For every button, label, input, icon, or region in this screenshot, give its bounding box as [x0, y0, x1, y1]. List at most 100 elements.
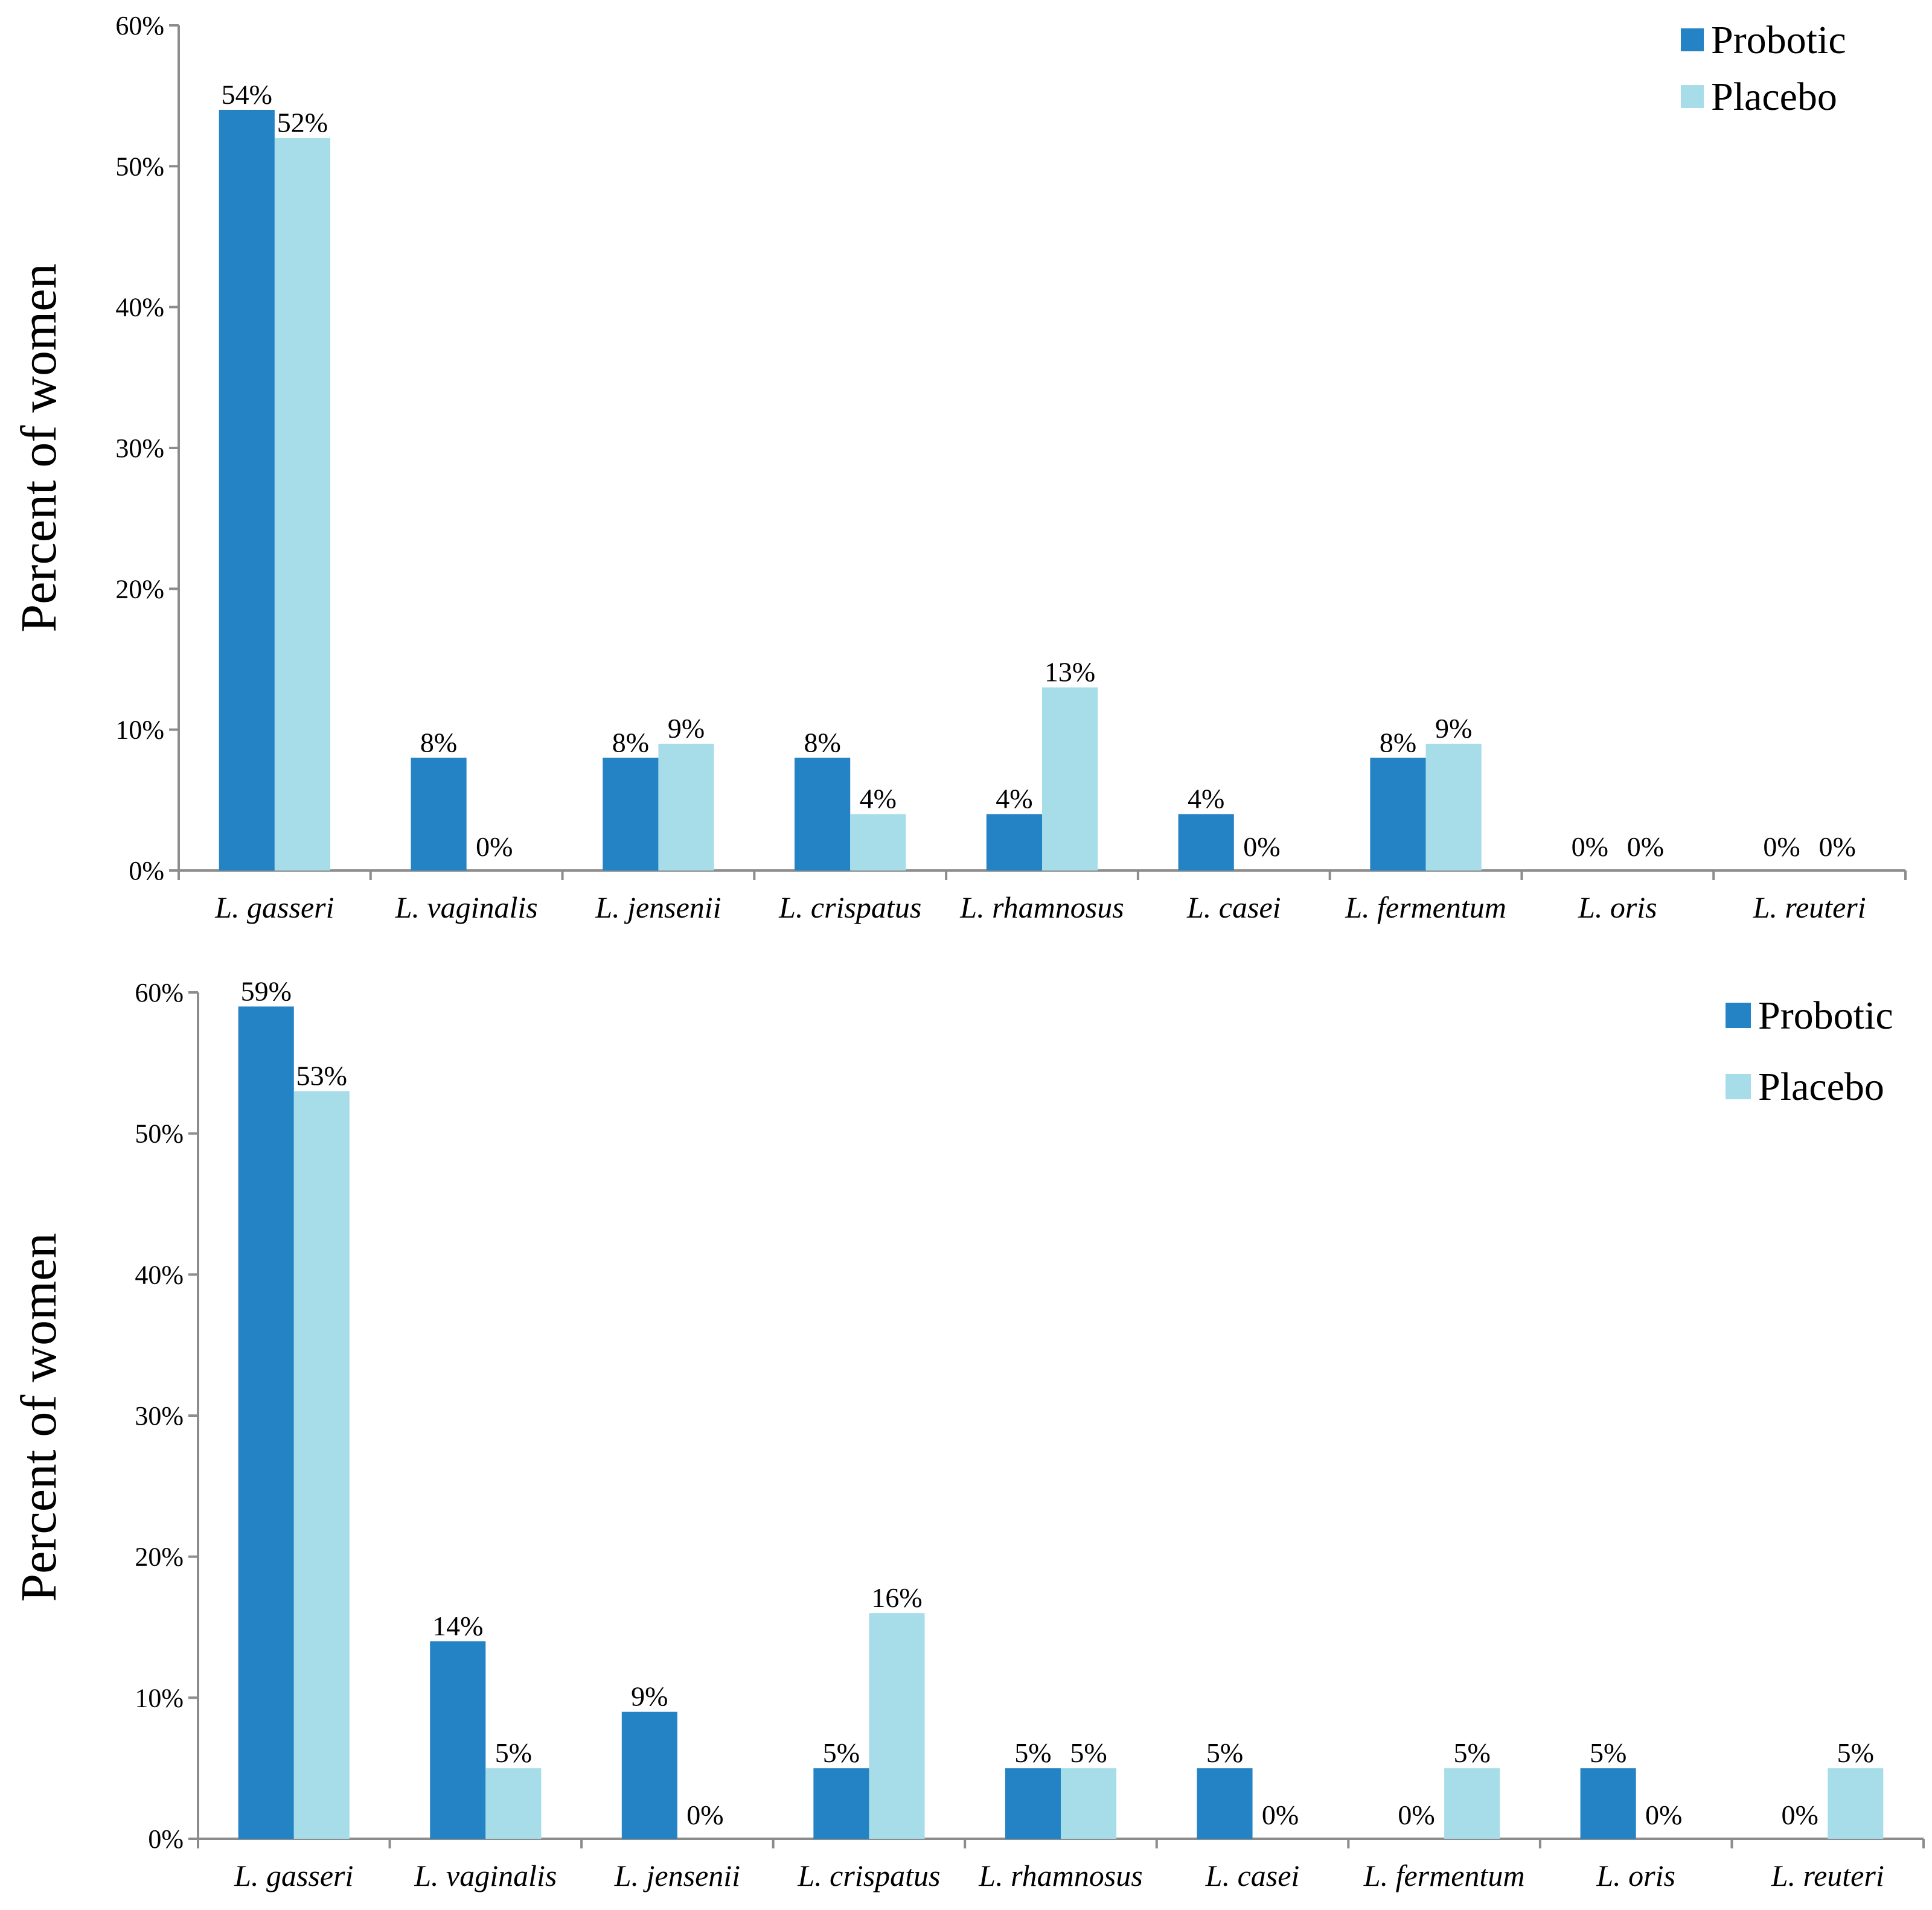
data-label-probotic: 59% — [241, 976, 292, 1006]
data-label-probotic: 8% — [420, 727, 457, 758]
legend-swatch-placebo — [1681, 85, 1704, 108]
category-label: L. crispatus — [797, 1859, 940, 1892]
bar-placebo-7 — [1444, 1768, 1500, 1839]
y-tick-label: 40% — [135, 1260, 184, 1289]
data-label-probotic: 8% — [612, 727, 649, 758]
data-label-probotic: 0% — [1398, 1800, 1435, 1830]
y-tick-label: 20% — [115, 574, 164, 604]
data-label-probotic: 0% — [1782, 1800, 1818, 1830]
data-label-placebo: 0% — [1243, 831, 1280, 862]
legend-label-probotic: Probotic — [1711, 18, 1846, 62]
category-label: L. reuteri — [1753, 890, 1866, 924]
data-label-probotic: 5% — [823, 1737, 860, 1768]
data-label-probotic: 0% — [1572, 831, 1608, 862]
legend-swatch-probotic — [1726, 1003, 1751, 1028]
category-label: L. gasseri — [234, 1859, 353, 1892]
data-label-placebo: 5% — [1837, 1737, 1874, 1768]
y-tick-label: 0% — [129, 856, 164, 886]
bar-probotic-6 — [1197, 1768, 1253, 1839]
data-label-placebo: 9% — [668, 713, 705, 744]
bar-placebo-1 — [293, 1091, 350, 1839]
y-axis-title: Percent of women — [11, 1233, 67, 1602]
category-label: L. jensenii — [595, 890, 721, 924]
bar-probotic-2 — [411, 758, 467, 870]
y-tick-label: 10% — [115, 715, 164, 745]
category-label: L. fermentum — [1363, 1859, 1525, 1892]
y-tick-label: 30% — [115, 433, 164, 463]
legend-label-probotic: Probotic — [1758, 994, 1893, 1038]
data-label-probotic: 4% — [1188, 784, 1224, 814]
bar-probotic-1 — [219, 110, 275, 870]
data-label-probotic: 5% — [1590, 1737, 1627, 1768]
legend-swatch-probotic — [1681, 28, 1704, 51]
y-tick-label: 60% — [115, 11, 164, 40]
bar-placebo-2 — [485, 1768, 542, 1839]
y-tick-label: 50% — [115, 152, 164, 181]
category-label: L. vaginalis — [395, 890, 538, 924]
bar-placebo-5 — [1042, 687, 1098, 870]
category-label: L. fermentum — [1345, 890, 1506, 924]
bar-probotic-8 — [1580, 1768, 1636, 1839]
bar-probotic-4 — [795, 758, 851, 870]
bar-probotic-4 — [813, 1768, 869, 1839]
bar-placebo-9 — [1828, 1768, 1884, 1839]
data-label-placebo: 0% — [1645, 1800, 1682, 1830]
data-label-probotic: 5% — [1206, 1737, 1243, 1768]
category-label: L. casei — [1186, 890, 1281, 924]
data-label-placebo: 52% — [277, 107, 328, 138]
bar-placebo-1 — [274, 138, 331, 871]
data-label-placebo: 0% — [1819, 831, 1856, 862]
data-label-placebo: 5% — [1070, 1737, 1107, 1768]
data-label-probotic: 9% — [631, 1681, 668, 1712]
category-label: L. oris — [1596, 1859, 1675, 1892]
category-label: L. jensenii — [614, 1859, 740, 1892]
bar-probotic-5 — [986, 814, 1042, 870]
data-label-placebo: 53% — [296, 1061, 347, 1091]
data-label-probotic: 0% — [1763, 831, 1800, 862]
data-label-probotic: 14% — [432, 1611, 483, 1641]
y-tick-label: 60% — [135, 978, 184, 1008]
data-label-probotic: 4% — [996, 784, 1032, 814]
legend-swatch-placebo — [1726, 1074, 1751, 1099]
category-label: L. casei — [1205, 1859, 1300, 1892]
y-tick-label: 30% — [135, 1401, 184, 1431]
data-label-placebo: 0% — [686, 1800, 723, 1830]
category-label: L. crispatus — [778, 890, 921, 924]
bar-probotic-1 — [238, 1006, 294, 1839]
data-label-placebo: 13% — [1044, 657, 1095, 688]
y-axis-title: Percent of women — [11, 263, 67, 632]
data-label-placebo: 16% — [871, 1582, 922, 1613]
y-tick-label: 0% — [148, 1824, 184, 1854]
bar-placebo-7 — [1425, 744, 1482, 870]
data-label-placebo: 4% — [860, 784, 897, 814]
data-label-placebo: 5% — [495, 1737, 532, 1768]
data-label-probotic: 8% — [1380, 727, 1416, 758]
bar-probotic-2 — [430, 1641, 486, 1839]
bar-probotic-6 — [1178, 814, 1234, 870]
y-tick-label: 40% — [115, 293, 164, 322]
bar-probotic-5 — [1005, 1768, 1061, 1839]
bar-placebo-5 — [1061, 1768, 1117, 1839]
category-label: L. gasseri — [214, 890, 334, 924]
y-tick-label: 50% — [135, 1119, 184, 1149]
data-label-probotic: 5% — [1014, 1737, 1051, 1768]
bar-probotic-7 — [1370, 758, 1426, 870]
data-label-placebo: 0% — [1262, 1800, 1299, 1830]
category-label: L. rhamnosus — [959, 890, 1124, 924]
y-tick-label: 10% — [135, 1683, 184, 1713]
legend-label-placebo: Placebo — [1711, 75, 1837, 119]
data-label-placebo: 0% — [1627, 831, 1664, 862]
category-label: L. reuteri — [1771, 1859, 1884, 1892]
bar-placebo-3 — [658, 744, 714, 870]
bar-placebo-4 — [869, 1613, 925, 1839]
data-label-placebo: 0% — [476, 831, 513, 862]
legend-label-placebo: Placebo — [1758, 1065, 1884, 1109]
category-label: L. rhamnosus — [978, 1859, 1142, 1892]
category-label: L. vaginalis — [414, 1859, 557, 1892]
data-label-placebo: 5% — [1453, 1737, 1490, 1768]
data-label-probotic: 8% — [804, 727, 840, 758]
bar-placebo-4 — [850, 814, 906, 870]
category-label: L. oris — [1578, 890, 1657, 924]
data-label-probotic: 54% — [222, 79, 272, 110]
